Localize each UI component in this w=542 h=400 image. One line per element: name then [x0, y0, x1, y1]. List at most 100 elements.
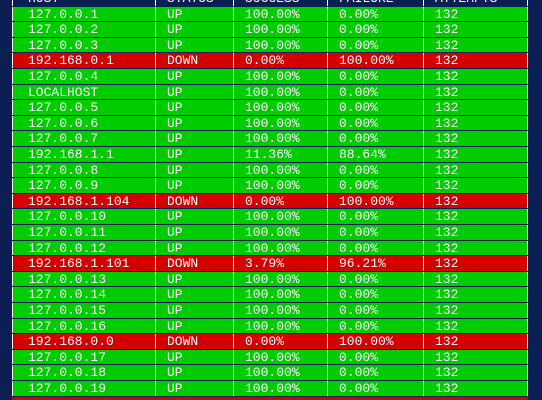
- cut-off-row: [12, 397, 528, 400]
- cell-text: DOWN: [167, 53, 199, 69]
- cell-text: UP: [167, 365, 183, 381]
- column-separator: [233, 162, 234, 178]
- column-separator: [233, 147, 234, 162]
- cell-text: 127.0.0.1: [28, 6, 99, 22]
- column-separator: [155, 381, 156, 396]
- column-separator: [527, 303, 528, 318]
- column-separator: [233, 240, 234, 256]
- table-row: 127.0.0.16 UP 100.00% 0.00% 132: [12, 318, 528, 334]
- column-separator: [233, 318, 234, 334]
- column-separator: [12, 69, 13, 84]
- cell-text: 132: [435, 349, 459, 365]
- cell-text: 132: [435, 22, 459, 38]
- cell-text: UP: [167, 287, 183, 303]
- column-separator: [327, 240, 328, 256]
- cell-text: 0.00%: [339, 318, 379, 334]
- cell-text: 100.00%: [245, 162, 300, 178]
- cell-text: 96.21%: [339, 256, 386, 272]
- column-separator: [12, 381, 13, 396]
- cell-text: 127.0.0.19: [28, 381, 107, 396]
- column-separator: [155, 147, 156, 162]
- column-separator: [12, 147, 13, 162]
- cell-text: UP: [167, 131, 183, 147]
- column-separator: [527, 209, 528, 224]
- cell-text: 127.0.0.15: [28, 303, 107, 318]
- cell-text: 127.0.0.2: [28, 22, 99, 38]
- column-separator: [423, 256, 424, 271]
- column-separator: [12, 334, 13, 349]
- column-separator: [423, 271, 424, 287]
- column-separator: [423, 240, 424, 256]
- column-separator: [423, 53, 424, 68]
- cell-text: 100.00%: [245, 84, 300, 100]
- cell-text: 132: [435, 256, 459, 272]
- cell-text: DOWN: [167, 334, 199, 350]
- table-row: 192.168.1.104 DOWN 0.00% 100.00% 132: [12, 193, 528, 209]
- table-row: 127.0.0.13 UP 100.00% 0.00% 132: [12, 271, 528, 287]
- column-separator: [527, 84, 528, 100]
- column-separator: [233, 334, 234, 349]
- cell-text: FAILURE: [339, 0, 394, 6]
- cell-text: 127.0.0.11: [28, 225, 107, 240]
- cell-text: UP: [167, 381, 183, 396]
- cell-text: 132: [435, 209, 459, 225]
- column-separator: [155, 334, 156, 349]
- column-separator: [233, 53, 234, 68]
- column-separator: [423, 209, 424, 224]
- cell-text: UP: [167, 318, 183, 334]
- column-separator: [12, 193, 13, 209]
- cell-text: 0.00%: [339, 240, 379, 256]
- column-separator: [527, 53, 528, 68]
- column-separator: [327, 147, 328, 162]
- column-separator: [327, 131, 328, 146]
- cell-text: 127.0.0.5: [28, 100, 99, 116]
- cell-text: 100.00%: [245, 271, 300, 287]
- column-separator: [423, 334, 424, 349]
- column-separator: [423, 0, 424, 6]
- cell-text: 132: [435, 225, 459, 240]
- column-separator: [12, 115, 13, 131]
- cell-text: 0.00%: [339, 37, 379, 53]
- cell-text: UP: [167, 147, 183, 162]
- cell-text: 100.00%: [245, 287, 300, 303]
- table-row: 127.0.0.17 UP 100.00% 0.00% 132: [12, 349, 528, 365]
- table-row: 127.0.0.7 UP 100.00% 0.00% 132: [12, 131, 528, 146]
- cell-text: 100.00%: [245, 100, 300, 116]
- cell-text: 127.0.0.13: [28, 271, 107, 287]
- cell-text: 132: [435, 365, 459, 381]
- column-separator: [155, 318, 156, 334]
- column-separator: [423, 131, 424, 146]
- cell-text: STATUS: [167, 0, 214, 6]
- column-separator: [423, 303, 424, 318]
- cell-text: 100.00%: [339, 193, 394, 209]
- cell-text: 0.00%: [245, 193, 285, 209]
- column-separator: [327, 287, 328, 302]
- table-row: 127.0.0.10 UP 100.00% 0.00% 132: [12, 209, 528, 224]
- column-separator: [233, 287, 234, 302]
- cell-text: 100.00%: [245, 365, 300, 381]
- cell-text: 132: [435, 162, 459, 178]
- column-separator: [233, 349, 234, 365]
- cell-text: 132: [435, 53, 459, 69]
- header-row: HOST STATUS SUCCESS FAILURE ATTEMPTS: [12, 0, 528, 6]
- cell-text: 132: [435, 178, 459, 194]
- column-separator: [327, 53, 328, 68]
- table-row: 127.0.0.3 UP 100.00% 0.00% 132: [12, 37, 528, 53]
- column-separator: [12, 100, 13, 115]
- cell-text: 127.0.0.18: [28, 365, 107, 381]
- column-separator: [527, 6, 528, 22]
- column-separator: [12, 6, 13, 22]
- column-separator: [327, 100, 328, 115]
- table-row: 192.168.0.0 DOWN 0.00% 100.00% 132: [12, 334, 528, 349]
- column-separator: [527, 240, 528, 256]
- column-separator: [423, 381, 424, 396]
- column-separator: [527, 37, 528, 53]
- cell-text: 0.00%: [339, 115, 379, 131]
- column-separator: [155, 162, 156, 178]
- cell-text: UP: [167, 349, 183, 365]
- column-separator: [12, 84, 13, 100]
- column-separator: [12, 303, 13, 318]
- column-separator: [327, 256, 328, 271]
- cell-text: 100.00%: [245, 37, 300, 53]
- column-separator: [155, 115, 156, 131]
